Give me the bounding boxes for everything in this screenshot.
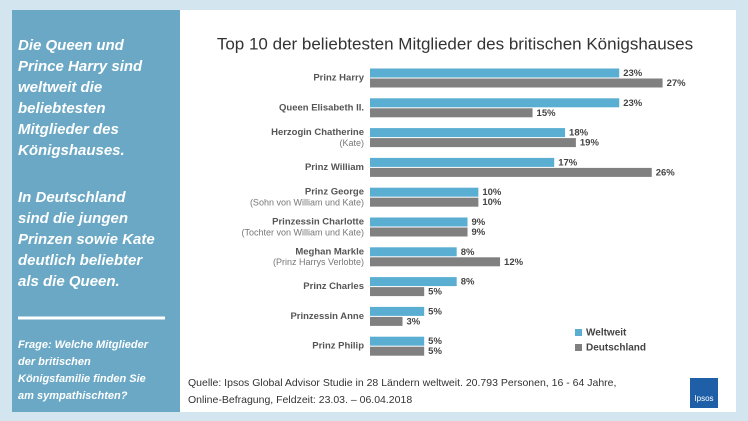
bar (370, 128, 566, 138)
value-label: 27% (667, 78, 687, 89)
chart-title: Top 10 der beliebtesten Mitglieder des b… (217, 34, 693, 53)
bar (370, 247, 457, 257)
panel-text: Mitglieder des (18, 121, 119, 138)
panel-text: Die Queen und (18, 37, 125, 54)
value-label: 9% (472, 227, 486, 238)
panel-text: sind die jungen (18, 210, 128, 227)
question-text: Frage: Welche Mitglieder (18, 339, 149, 351)
panel-text: In Deutschland (18, 189, 126, 206)
category-note: (Tochter von William und Kate) (241, 227, 364, 237)
category-label: Prinzessin Charlotte (272, 217, 364, 228)
value-label: 26% (656, 167, 676, 178)
legend-label: Weltweit (586, 328, 627, 339)
value-label: 3% (407, 316, 421, 327)
value-label: 12% (504, 257, 524, 268)
panel-text: Prinzen sowie Kate (18, 231, 155, 248)
side-panel (12, 10, 180, 412)
bar (370, 197, 479, 207)
logo-box (690, 378, 718, 408)
value-label: 8% (461, 277, 475, 288)
bar (370, 187, 479, 197)
bar (370, 316, 403, 326)
question-text: Königsfamilie finden Sie (18, 373, 146, 385)
category-label: Herzogin Chatherine (271, 127, 364, 138)
value-label: 5% (428, 346, 442, 357)
panel-text: weltweit die (18, 79, 102, 96)
value-label: 9% (472, 217, 486, 228)
question-text: am sympathischten? (18, 390, 128, 402)
bar (370, 98, 620, 108)
bar (370, 108, 533, 118)
source: Quelle: Ipsos Global Advisor Studie in 2… (188, 377, 616, 389)
category-label: Prinzessin Anne (290, 311, 364, 322)
category-label: Prinz George (305, 187, 364, 198)
value-label: 5% (428, 336, 442, 347)
category-label: Prinz Harry (313, 73, 364, 84)
value-label: 17% (558, 157, 578, 168)
question-text: der britischen (18, 356, 91, 368)
bar (370, 68, 620, 78)
bar (370, 277, 457, 287)
bar (370, 167, 652, 177)
category-label: Prinz Charles (303, 281, 364, 292)
bar (370, 336, 425, 346)
category-label: Prinz Philip (312, 341, 364, 352)
value-label: 5% (428, 306, 442, 317)
value-label: 10% (482, 187, 502, 198)
legend-swatch (575, 344, 582, 351)
legend-label: Deutschland (586, 343, 646, 354)
logo: Ipsos (694, 394, 713, 403)
bar (370, 78, 663, 88)
panel-text: beliebtesten (18, 100, 106, 117)
category-note: (Sohn von William und Kate) (250, 198, 364, 208)
value-label: 23% (623, 68, 643, 79)
bar (370, 306, 425, 316)
bar (370, 138, 576, 148)
panel-text: Königshauses. (18, 142, 125, 159)
category-label: Prinz William (305, 162, 364, 173)
bar (370, 346, 425, 356)
category-label: Queen Elisabeth II. (279, 102, 364, 113)
bar (370, 157, 555, 167)
bar (370, 227, 468, 237)
value-label: 8% (461, 247, 475, 258)
value-label: 18% (569, 128, 589, 139)
bar (370, 257, 501, 267)
value-label: 19% (580, 138, 600, 149)
value-label: 23% (623, 98, 643, 109)
panel-text: deutlich beliebter (18, 252, 143, 269)
bar (370, 287, 425, 297)
category-note: (Kate) (339, 138, 364, 148)
category-note: (Prinz Harrys Verlobte) (273, 257, 364, 267)
legend-swatch (575, 329, 582, 336)
value-label: 10% (482, 197, 502, 208)
bar (370, 217, 468, 227)
panel-text: als die Queen. (18, 273, 120, 290)
value-label: 15% (537, 108, 557, 119)
value-label: 5% (428, 287, 442, 298)
source: Online-Befragung, Feldzeit: 23.03. – 06.… (188, 394, 412, 406)
category-label: Meghan Markle (295, 246, 364, 257)
panel-text: Prince Harry sind (18, 58, 143, 75)
